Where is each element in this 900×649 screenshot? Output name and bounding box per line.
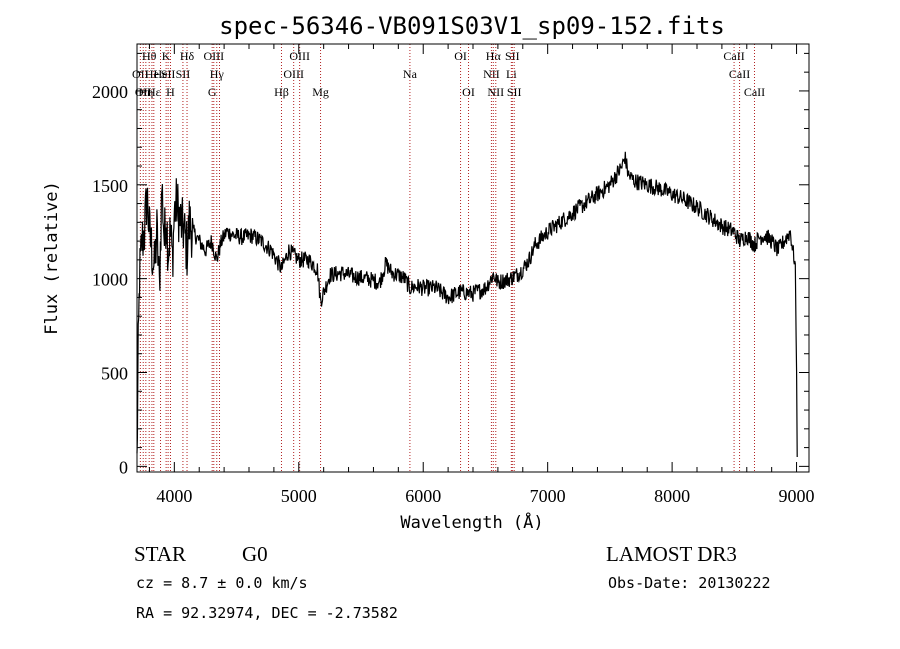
line-label-1: OII [135,85,152,99]
y-tick-label-0: 0 [119,457,128,477]
line-label-12: G [208,85,217,99]
x-axis-label: Wavelength (Å) [400,511,543,533]
y-tick-label-2: 1000 [92,270,128,290]
y-tick-label-1: 500 [101,364,128,384]
survey-name: LAMOST DR3 [606,542,737,566]
line-label-25: NII [487,85,504,99]
x-tick-label-1: 5000 [281,486,317,506]
line-label-10: SII [176,67,191,81]
line-label-5: Hε [147,85,161,99]
line-label-4: He [145,67,159,81]
line-label-0: OII [132,67,149,81]
coordinates: RA = 92.32974, DEC = -2.73582 [136,604,398,622]
object-class: STAR [134,542,186,566]
line-label-11: Hδ [180,49,195,63]
line-label-13: OIII [203,49,224,63]
line-label-31: CaII [744,85,765,99]
x-tick-label-5: 9000 [779,486,815,506]
y-tick-label-4: 2000 [92,82,128,102]
redshift-cz: cz = 8.7 ± 0.0 km/s [136,574,308,592]
line-label-27: SII [505,49,520,63]
line-label-16: Hβ [274,85,289,99]
observation-date: Obs-Date: 20130222 [608,574,771,592]
line-label-23: NII [483,67,500,81]
line-label-21: OI [454,49,467,63]
x-tick-label-4: 8000 [654,486,690,506]
line-label-26: Li [506,67,517,81]
line-label-24: Hα [486,49,502,63]
y-axis-label: Flux (relative) [42,181,62,335]
y-tick-label-3: 1500 [92,176,128,196]
spectrum-line [136,151,798,458]
line-markers: OIIOIIHηHθHeHεHeKSIIHSIIHδGOIIIHγHβOIIIO… [132,44,765,472]
axis-ticks: 4000 5000 6000 7000 8000 9000 0 500 1000 1500 2000 [92,44,815,506]
line-label-3: Hθ [142,49,157,63]
line-label-9: H [166,85,175,99]
x-tick-label-2: 6000 [405,486,441,506]
chart-title: spec-56346-VB091S03V1_sp09-152.fits [219,12,725,40]
line-label-29: CaII [723,49,744,63]
line-label-8: SII [161,67,176,81]
line-label-28: SII [507,85,522,99]
line-label-14: Hγ [210,67,225,81]
line-label-17: OIII [283,67,304,81]
line-label-30: CaII [729,67,750,81]
spectrum-series [136,151,798,458]
line-label-18: OIII [289,49,310,63]
object-subclass: G0 [242,542,268,566]
plot-frame [136,43,810,473]
x-tick-label-3: 7000 [530,486,566,506]
line-label-6: He [154,67,168,81]
line-label-19: Mg [312,85,329,99]
x-tick-label-0: 4000 [156,486,192,506]
line-label-20: Na [403,67,418,81]
line-label-22: OI [462,85,475,99]
line-label-7: K [162,49,171,63]
